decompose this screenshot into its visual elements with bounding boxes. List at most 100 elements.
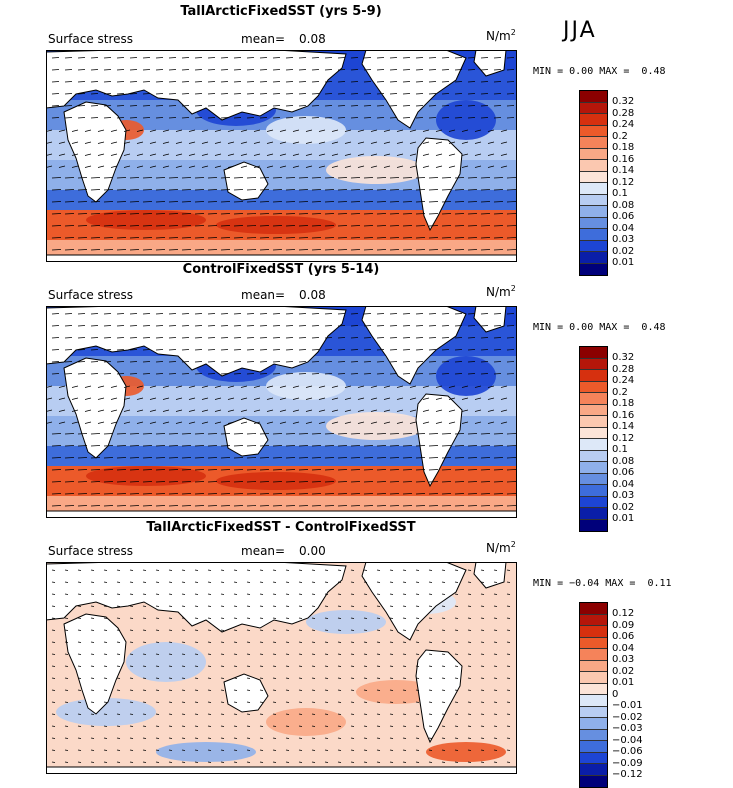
colorbar-swatch (580, 91, 607, 103)
colorbar-swatch (580, 358, 607, 370)
panel-1-minmax: MIN = 0.00 MAX = 0.48 (533, 66, 666, 77)
panel-3-minmax: MIN = −0.04 MAX = 0.11 (533, 578, 672, 589)
colorbar-swatch (580, 603, 607, 615)
colorbar-swatch (580, 473, 607, 485)
colorbar-swatch (580, 102, 607, 114)
panel-3-units: N/m2 (486, 540, 516, 555)
colorbar-swatch (580, 217, 607, 229)
panel-2-mean-label: mean= (241, 288, 286, 302)
colorbar-swatch (580, 206, 607, 218)
colorbar-tick-label: 0.12 (612, 176, 635, 188)
colorbar-tick-label: 0.24 (612, 119, 635, 130)
colorbar-swatch (580, 114, 607, 126)
colorbar-tick-label: 0.2 (612, 130, 628, 142)
colorbar-swatch (580, 125, 607, 137)
colorbar-swatch (580, 404, 607, 416)
colorbar-tick-label: 0.14 (612, 165, 635, 176)
colorbar-swatch (580, 381, 607, 393)
panel-1-units: N/m2 (486, 28, 516, 43)
colorbar-tick-label: 0.18 (612, 398, 635, 409)
colorbar-tick-label: 0.03 (612, 234, 635, 245)
colorbar-swatch (580, 171, 607, 183)
colorbar-swatch (580, 649, 607, 661)
colorbar-tick-label: −0.09 (612, 757, 643, 769)
colorbar-tick-label: 0.01 (612, 257, 635, 268)
panel-2-minmax: MIN = 0.00 MAX = 0.48 (533, 322, 666, 333)
colorbar-swatch (580, 695, 607, 707)
panel-2-colorbar-labels: 0.32 0.28 0.24 0.2 0.18 0.16 0.14 0.12 0.1 0.08 0.… (612, 352, 634, 525)
colorbar-tick-label: 0.02 (612, 665, 635, 677)
colorbar-tick-label: 0.1 (612, 188, 628, 199)
colorbar-tick-label: 0.12 (612, 432, 635, 444)
panel-2-mean-value: 0.08 (299, 288, 326, 302)
colorbar-swatch (580, 519, 607, 531)
panel-3-title: TallArcticFixedSST - ControlFixedSST (146, 520, 416, 535)
colorbar-swatch (580, 183, 607, 195)
colorbar-swatch (580, 637, 607, 649)
colorbar-swatch (580, 496, 607, 508)
colorbar-tick-label: 0.06 (612, 467, 635, 478)
colorbar-tick-label: −0.04 (612, 734, 643, 746)
panel-3-field-label: Surface stress (48, 544, 134, 558)
colorbar-swatch (580, 450, 607, 462)
colorbar-tick-label: 0.32 (612, 96, 635, 107)
colorbar-swatch (580, 194, 607, 206)
panel-1-map (46, 50, 517, 262)
panel-1-field-label: Surface stress (48, 32, 134, 46)
colorbar-swatch (580, 416, 607, 428)
colorbar-swatch (580, 240, 607, 252)
colorbar-swatch (580, 626, 607, 638)
colorbar-tick-label: 0.16 (612, 153, 635, 165)
colorbar-tick-label: 0.04 (612, 222, 635, 234)
colorbar-tick-label: 0.02 (612, 501, 635, 513)
colorbar-swatch (580, 764, 607, 776)
panel-2-field-label: Surface stress (48, 288, 134, 302)
colorbar-swatch (580, 462, 607, 474)
panel-3-mean-label: mean= (241, 544, 286, 558)
panel-2-title: ControlFixedSST (yrs 5-14) (182, 262, 380, 277)
colorbar-swatch (580, 683, 607, 695)
colorbar-tick-label: −0.01 (612, 700, 643, 711)
colorbar-tick-label: 0.08 (612, 199, 635, 211)
colorbar-swatch (580, 660, 607, 672)
colorbar-swatch (580, 718, 607, 730)
colorbar-tick-label: 0.04 (612, 642, 635, 654)
colorbar-tick-label: 0.1 (612, 444, 628, 455)
colorbar-swatch (580, 427, 607, 439)
colorbar-swatch (580, 252, 607, 264)
colorbar-swatch (580, 706, 607, 718)
colorbar-swatch (580, 160, 607, 172)
colorbar-tick-label: 0.14 (612, 421, 635, 432)
colorbar-swatch (580, 508, 607, 520)
colorbar-swatch (580, 614, 607, 626)
colorbar-swatch (580, 741, 607, 753)
colorbar-tick-label: 0.03 (612, 490, 635, 501)
panel-1-mean-label: mean= (241, 32, 286, 46)
colorbar-tick-label: 0.04 (612, 478, 635, 490)
colorbar-tick-label: 0 (612, 688, 619, 700)
season-label: JJA (563, 18, 597, 43)
colorbar-tick-label: 0.18 (612, 142, 635, 153)
colorbar-tick-label: 0.32 (612, 352, 635, 363)
colorbar-tick-label: 0.08 (612, 455, 635, 467)
panel-1-colorbar-labels: 0.32 0.28 0.24 0.2 0.18 0.16 0.14 0.12 0.1 0.08 0.… (612, 96, 634, 269)
panel-1-title: TallArcticFixedSST (yrs 5-9) (180, 4, 382, 19)
colorbar-tick-label: −0.06 (612, 746, 643, 757)
panel-3-mean-value: 0.00 (299, 544, 326, 558)
colorbar-swatch (580, 439, 607, 451)
colorbar-tick-label: 0.09 (612, 619, 635, 631)
colorbar-tick-label: 0.28 (612, 363, 635, 375)
panel-3-map (46, 562, 517, 774)
panel-2-map (46, 306, 517, 518)
colorbar-tick-label: −0.02 (612, 711, 643, 723)
panel-2-colorbar (579, 346, 608, 532)
colorbar-swatch (580, 729, 607, 741)
colorbar-tick-label: 0.06 (612, 631, 635, 642)
colorbar-swatch (580, 485, 607, 497)
colorbar-swatch (580, 672, 607, 684)
colorbar-swatch (580, 775, 607, 787)
panel-1-mean-value: 0.08 (299, 32, 326, 46)
colorbar-tick-label: 0.28 (612, 107, 635, 119)
colorbar-swatch (580, 393, 607, 405)
colorbar-tick-label: 0.16 (612, 409, 635, 421)
